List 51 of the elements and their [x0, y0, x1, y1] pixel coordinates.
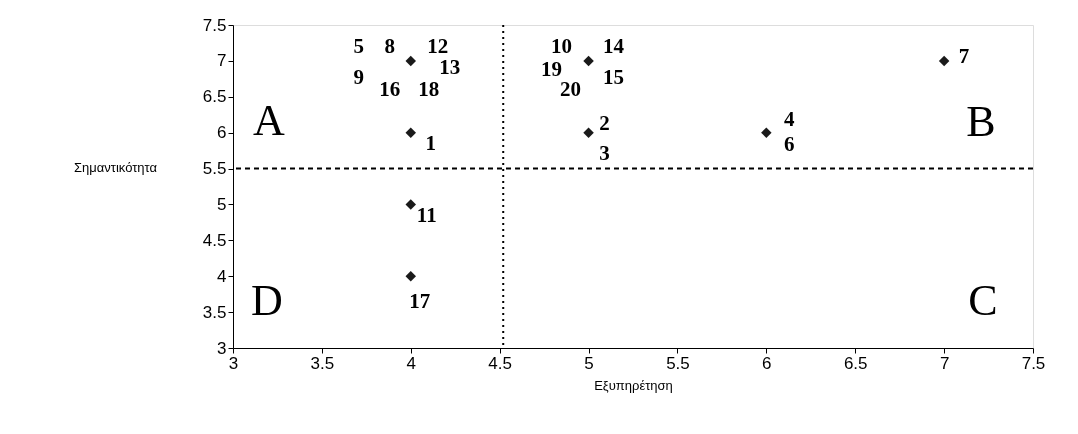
- x-tick-label: 7: [939, 353, 950, 373]
- y-tick-label: 4: [217, 266, 227, 286]
- annotation: 1: [425, 130, 437, 155]
- annotation: D: [251, 276, 283, 325]
- x-tick-label: 7.5: [1021, 353, 1046, 373]
- y-tick-label: 7: [217, 51, 227, 71]
- point: [761, 127, 772, 138]
- x-tick-label: 6: [762, 353, 772, 373]
- x-tick-label: 6.5: [843, 353, 868, 373]
- point: [405, 127, 417, 138]
- x-tick-label: 5: [584, 353, 594, 373]
- point: [405, 55, 417, 67]
- x-tick-label: 4.5: [488, 353, 512, 373]
- annotation: 19: [541, 56, 563, 81]
- annotation: A: [253, 96, 286, 145]
- annotation: 17: [409, 289, 431, 314]
- annotation: 10: [551, 33, 573, 58]
- annotation: 20: [560, 76, 582, 101]
- annotation: C: [968, 276, 998, 325]
- annotation: 7: [958, 43, 970, 68]
- x-tick-label: 4: [406, 353, 417, 373]
- x-tick-label: 5.5: [666, 353, 690, 373]
- annotation: 15: [603, 64, 625, 89]
- y-tick-label: 3: [217, 338, 227, 358]
- annotation: 4: [784, 106, 796, 131]
- annotation: 2: [599, 110, 610, 135]
- annotation: 18: [418, 76, 440, 101]
- annotation: 3: [599, 140, 610, 165]
- annotation: 9: [353, 64, 365, 89]
- point: [938, 55, 950, 67]
- point: [405, 270, 417, 282]
- y-tick-label: 6: [217, 123, 227, 143]
- annotation: 5: [353, 33, 365, 58]
- y-tick-label: 6.5: [202, 87, 227, 107]
- y-axis-title: Σημαντικότητα: [73, 159, 158, 175]
- point: [405, 199, 417, 210]
- y-tick-label: 7.5: [202, 15, 227, 35]
- x-axis-title: Εξυπηρέτηση: [594, 377, 673, 393]
- annotation: B: [966, 97, 996, 146]
- annotation: 11: [416, 203, 437, 228]
- point: [583, 55, 594, 67]
- y-tick-label: 5: [217, 194, 227, 214]
- point: [583, 127, 594, 138]
- y-tick-label: 3.5: [202, 302, 227, 322]
- annotation: 6: [784, 131, 795, 156]
- annotation: 16: [379, 76, 401, 101]
- annotation: 8: [384, 33, 396, 58]
- y-tick-label: 4.5: [202, 230, 227, 250]
- y-tick-label: 5.5: [202, 159, 227, 179]
- annotation: 14: [603, 33, 625, 58]
- x-tick-label: 3.5: [310, 353, 335, 373]
